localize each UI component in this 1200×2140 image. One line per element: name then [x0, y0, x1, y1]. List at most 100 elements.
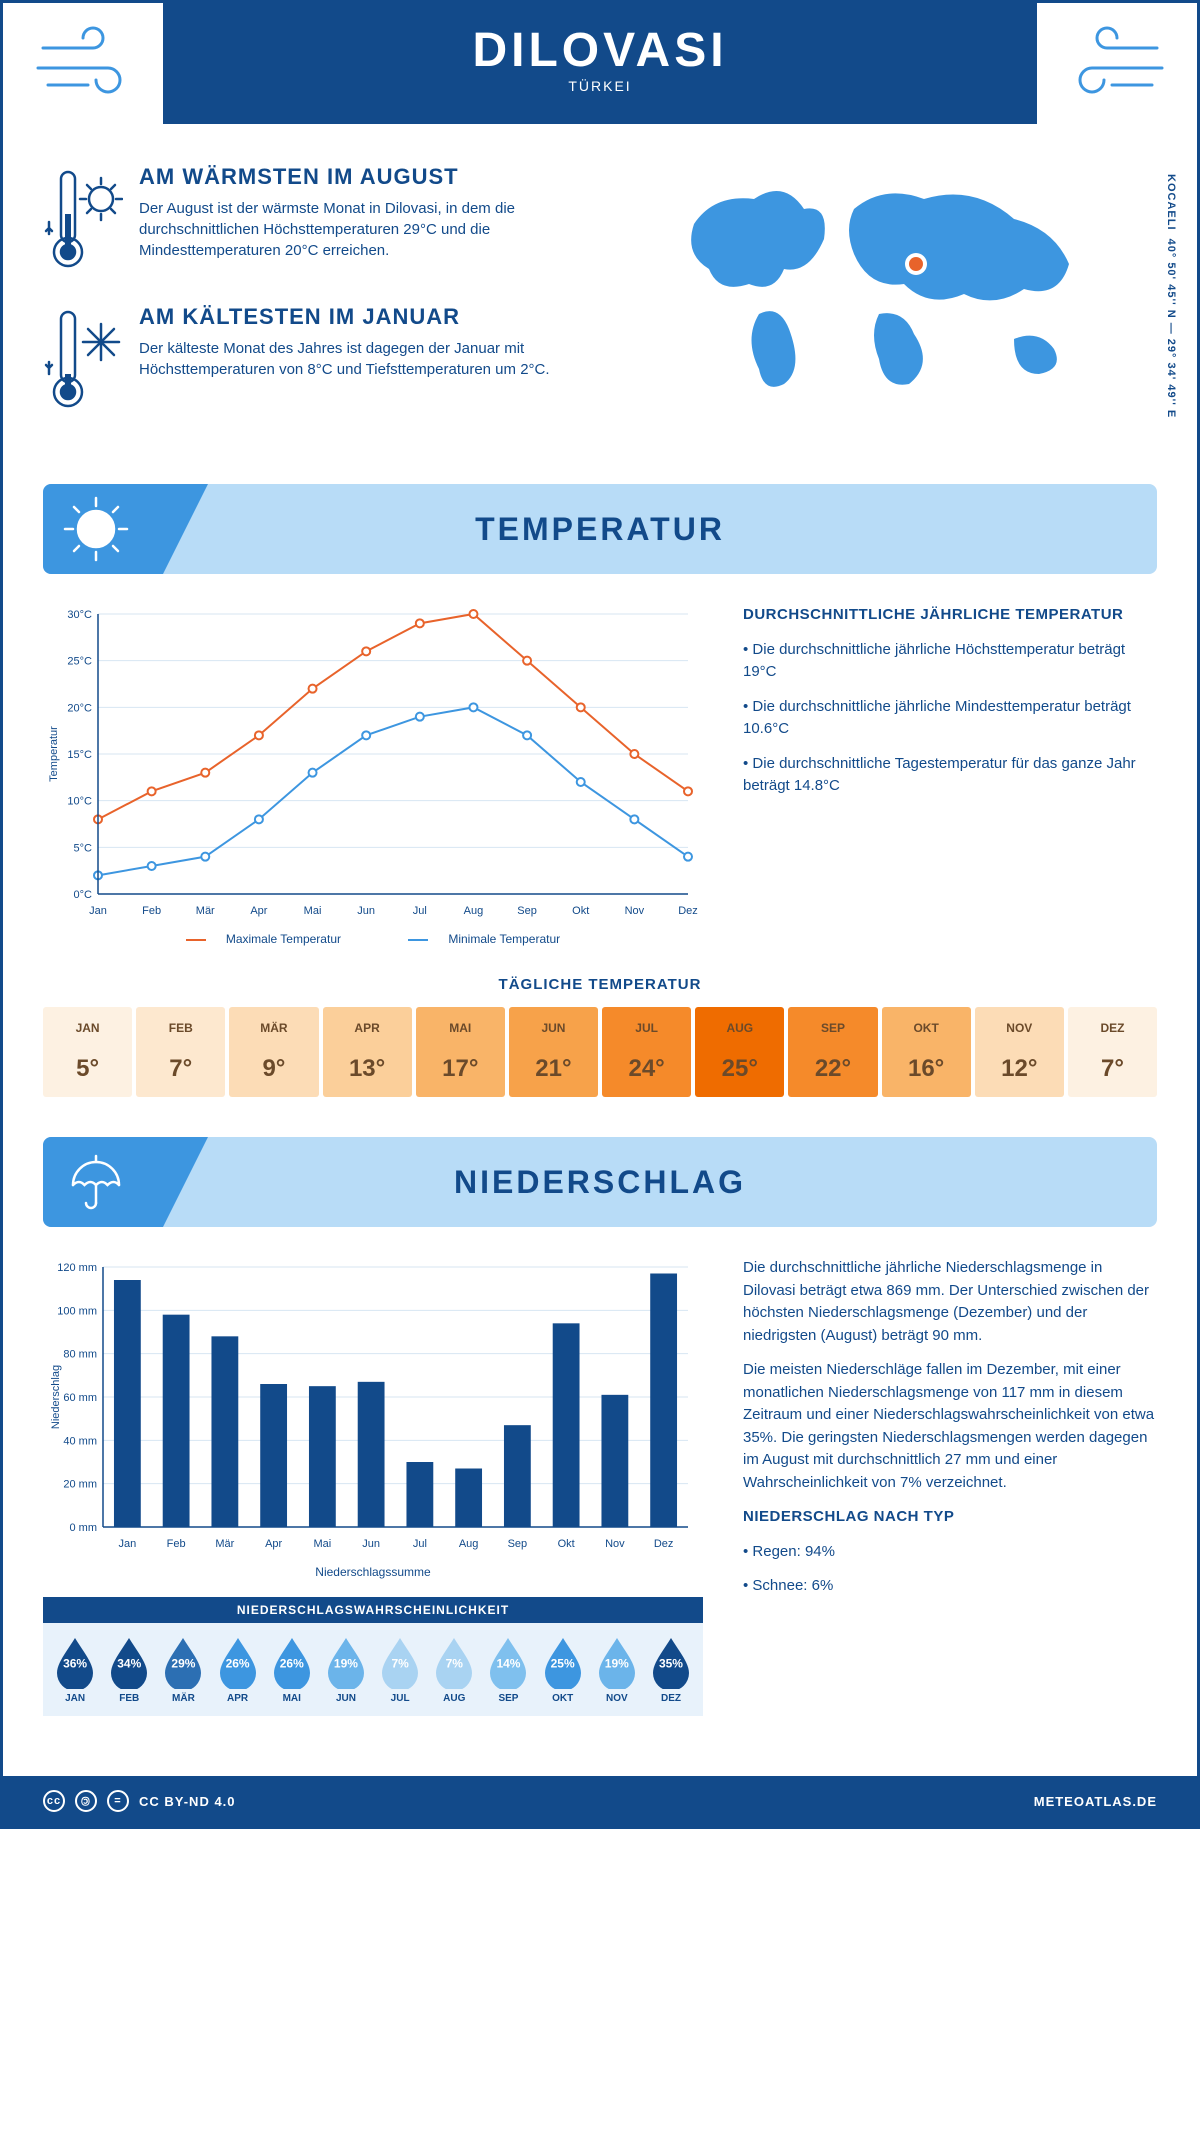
coldest-block: AM KÄLTESTEN IM JANUAR Der kälteste Mona…: [43, 304, 634, 414]
wind-icon: [1057, 23, 1167, 103]
svg-text:Sep: Sep: [508, 1538, 528, 1550]
coordinates: KOCAELI 40° 50' 45'' N — 29° 34' 49'' E: [1165, 174, 1177, 418]
svg-text:5°C: 5°C: [74, 842, 93, 854]
svg-text:Okt: Okt: [572, 905, 589, 917]
svg-text:20 mm: 20 mm: [63, 1479, 97, 1491]
svg-text:120 mm: 120 mm: [57, 1262, 97, 1274]
svg-text:80 mm: 80 mm: [63, 1349, 97, 1361]
svg-text:Jan: Jan: [119, 1538, 137, 1550]
daily-cell: MÄR9°: [229, 1007, 318, 1097]
prob-cell: 19%NOV: [591, 1635, 643, 1704]
precip-type-title: NIEDERSCHLAG NACH TYP: [743, 1506, 1157, 1529]
temp-title: TEMPERATUR: [475, 511, 725, 548]
svg-text:Apr: Apr: [265, 1538, 282, 1550]
country-subtitle: TÜRKEI: [163, 78, 1037, 94]
thermometer-cold-icon: [43, 304, 123, 414]
prob-cell: 34%FEB: [103, 1635, 155, 1704]
prob-cell: 25%OKT: [537, 1635, 589, 1704]
daily-cell: JUL24°: [602, 1007, 691, 1097]
svg-text:Feb: Feb: [167, 1538, 186, 1550]
prob-cell: 35%DEZ: [645, 1635, 697, 1704]
by-icon: 🄯: [75, 1790, 97, 1812]
svg-text:0°C: 0°C: [74, 889, 93, 901]
svg-text:Jan: Jan: [89, 905, 107, 917]
precip-paragraph: Die meisten Niederschläge fallen im Deze…: [743, 1359, 1157, 1494]
city-title: DILOVASI: [163, 23, 1037, 78]
header-banner: DILOVASI TÜRKEI: [163, 3, 1037, 124]
precipitation-bar-chart: 0 mm 20 mm 40 mm 60 mm 80 mm 100 mm 120 mm Jan F…: [43, 1257, 703, 1557]
svg-text:Jun: Jun: [362, 1538, 380, 1550]
daily-cell: JUN21°: [509, 1007, 598, 1097]
daily-cell: FEB7°: [136, 1007, 225, 1097]
svg-text:Dez: Dez: [678, 905, 698, 917]
temp-bullet: • Die durchschnittliche jährliche Höchst…: [743, 639, 1157, 684]
daily-temp-row: JAN5°FEB7°MÄR9°APR13°MAI17°JUN21°JUL24°A…: [43, 1007, 1157, 1097]
svg-text:Aug: Aug: [459, 1538, 479, 1550]
prob-cell: 26%APR: [212, 1635, 264, 1704]
precip-type: • Regen: 94%: [743, 1541, 1157, 1564]
svg-text:40 mm: 40 mm: [63, 1435, 97, 1447]
thermometer-hot-icon: [43, 164, 123, 274]
svg-text:100 mm: 100 mm: [57, 1305, 97, 1317]
prob-cell: 19%JUN: [320, 1635, 372, 1704]
daily-cell: MAI17°: [416, 1007, 505, 1097]
daily-cell: AUG25°: [695, 1007, 784, 1097]
svg-text:Jul: Jul: [413, 905, 427, 917]
daily-cell: SEP22°: [788, 1007, 877, 1097]
warmest-text: Der August ist der wärmste Monat in Dilo…: [139, 198, 634, 261]
prob-cell: 36%JAN: [49, 1635, 101, 1704]
coldest-text: Der kälteste Monat des Jahres ist dagege…: [139, 338, 634, 380]
prob-title: NIEDERSCHLAGSWAHRSCHEINLICHKEIT: [43, 1597, 703, 1623]
footer-site: METEOATLAS.DE: [1034, 1794, 1157, 1809]
svg-text:25°C: 25°C: [67, 656, 92, 668]
svg-text:Okt: Okt: [558, 1538, 575, 1550]
precip-paragraph: Die durchschnittliche jährliche Niedersc…: [743, 1257, 1157, 1347]
temperature-line-chart: 0°C5°C10°C15°C20°C25°C30°CJanFebMärAprMa…: [43, 604, 703, 924]
daily-cell: NOV12°: [975, 1007, 1064, 1097]
precip-legend: Niederschlagssumme: [43, 1565, 703, 1579]
daily-cell: OKT16°: [882, 1007, 971, 1097]
svg-text:30°C: 30°C: [67, 609, 92, 621]
coldest-title: AM KÄLTESTEN IM JANUAR: [139, 304, 634, 330]
prob-cell: 29%MÄR: [157, 1635, 209, 1704]
sun-icon: [61, 494, 131, 564]
svg-text:Niederschlag: Niederschlag: [50, 1365, 62, 1429]
temp-bullet: • Die durchschnittliche Tagestemperatur …: [743, 753, 1157, 798]
svg-text:Temperatur: Temperatur: [48, 726, 60, 782]
svg-text:Dez: Dez: [654, 1538, 674, 1550]
svg-text:Jun: Jun: [357, 905, 375, 917]
nd-icon: =: [107, 1790, 129, 1812]
temp-section-head: TEMPERATUR: [43, 484, 1157, 574]
daily-cell: APR13°: [323, 1007, 412, 1097]
world-map-icon: [664, 164, 1157, 404]
daily-temp-title: TÄGLICHE TEMPERATUR: [43, 976, 1157, 993]
warmest-block: AM WÄRMSTEN IM AUGUST Der August ist der…: [43, 164, 634, 274]
svg-text:10°C: 10°C: [67, 796, 92, 808]
prob-cell: 7%JUL: [374, 1635, 426, 1704]
svg-text:Mär: Mär: [215, 1538, 234, 1550]
prob-cell: 26%MAI: [266, 1635, 318, 1704]
cc-icon: cc: [43, 1790, 65, 1812]
daily-cell: DEZ7°: [1068, 1007, 1157, 1097]
precip-type: • Schnee: 6%: [743, 1575, 1157, 1598]
umbrella-icon: [61, 1147, 131, 1217]
svg-text:60 mm: 60 mm: [63, 1392, 97, 1404]
warmest-title: AM WÄRMSTEN IM AUGUST: [139, 164, 634, 190]
prob-row: 36%JAN34%FEB29%MÄR26%APR26%MAI19%JUN7%JU…: [43, 1623, 703, 1716]
daily-cell: JAN5°: [43, 1007, 132, 1097]
temp-legend: Maximale Temperatur Minimale Temperatur: [43, 932, 703, 946]
svg-text:Mär: Mär: [196, 905, 215, 917]
license-text: CC BY-ND 4.0: [139, 1794, 236, 1809]
svg-text:Nov: Nov: [605, 1538, 625, 1550]
svg-text:15°C: 15°C: [67, 749, 92, 761]
svg-text:20°C: 20°C: [67, 702, 92, 714]
prob-cell: 7%AUG: [428, 1635, 480, 1704]
svg-text:Mai: Mai: [314, 1538, 332, 1550]
prob-cell: 14%SEP: [482, 1635, 534, 1704]
svg-text:0 mm: 0 mm: [70, 1522, 98, 1534]
svg-text:Aug: Aug: [464, 905, 484, 917]
svg-text:Nov: Nov: [625, 905, 645, 917]
svg-text:Jul: Jul: [413, 1538, 427, 1550]
svg-text:Sep: Sep: [517, 905, 537, 917]
wind-icon: [33, 23, 143, 103]
